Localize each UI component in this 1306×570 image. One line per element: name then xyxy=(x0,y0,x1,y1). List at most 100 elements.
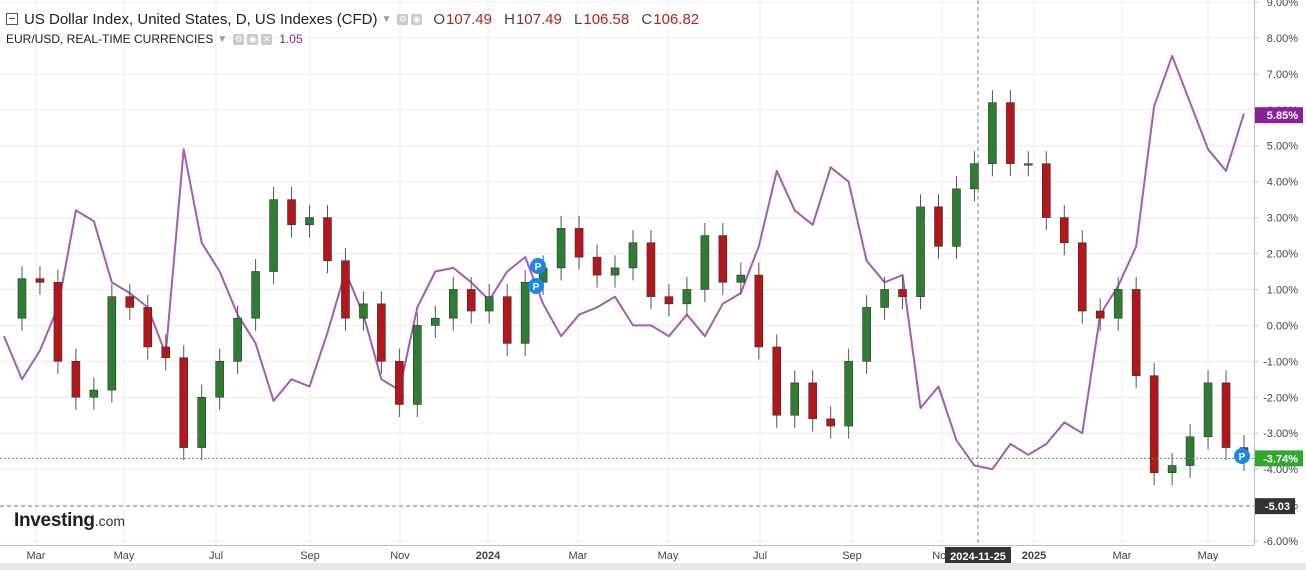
compare-series-legend: EUR/USD, REAL-TIME CURRENCIES ▼ ⚙ ◉ ✕ 1.… xyxy=(6,30,707,48)
candle-body xyxy=(1059,217,1069,244)
eurusd-last-value-badge-bg xyxy=(1255,107,1303,124)
main-series-dropdown-icon[interactable]: ▼ xyxy=(381,13,392,25)
crosshair-date-badge-bg xyxy=(945,547,1011,565)
close-label: C xyxy=(641,10,653,28)
candle-body xyxy=(790,382,800,416)
candle-body xyxy=(520,281,530,344)
candle-body xyxy=(197,396,206,448)
candle-body xyxy=(682,289,692,305)
candle-body xyxy=(53,281,63,362)
dxy-last-value-badge-bg xyxy=(1255,450,1303,467)
close-value: 106.82 xyxy=(653,10,700,28)
bottom-scrollbar[interactable] xyxy=(0,563,1306,570)
candle-body xyxy=(143,307,153,348)
y-tick-label: -3.00% xyxy=(1263,428,1298,440)
candle-body xyxy=(107,296,117,391)
x-tick-label: 2024 xyxy=(476,550,501,562)
candle-body xyxy=(71,361,81,398)
visibility-icon[interactable]: ◉ xyxy=(411,13,423,25)
candle-body xyxy=(466,289,476,312)
compare-series-dropdown-icon[interactable]: ▼ xyxy=(217,33,228,45)
candle-body xyxy=(898,289,907,297)
x-tick-label: Nov xyxy=(390,550,410,562)
low-value: 106.58 xyxy=(583,10,630,28)
candle-body xyxy=(35,278,45,283)
y-tick-label: 1.00% xyxy=(1267,284,1298,296)
candle-body xyxy=(808,382,817,420)
candle-body xyxy=(484,296,494,312)
candle-body xyxy=(916,206,925,297)
p-marker-label: P xyxy=(535,262,542,273)
close-icon[interactable]: ✕ xyxy=(261,33,273,45)
candle-body xyxy=(880,289,889,308)
candle-body xyxy=(1024,163,1033,166)
eurusd-last-value-badge: 5.85% xyxy=(1267,110,1298,122)
candle-body xyxy=(17,278,27,319)
candle-body xyxy=(844,361,853,427)
candle-body xyxy=(736,274,746,283)
candle-body xyxy=(1203,382,1213,438)
x-tick-label: Sep xyxy=(842,550,862,562)
main-series-title: US Dollar Index, United States, D, US In… xyxy=(24,10,378,28)
x-tick-label: Mar xyxy=(27,550,46,562)
candle-body xyxy=(1042,163,1051,218)
candle-body xyxy=(718,235,728,283)
p-marker xyxy=(1234,448,1250,464)
candle-body xyxy=(269,199,278,272)
candle-body xyxy=(934,206,943,247)
candle-body xyxy=(1185,436,1195,466)
candle-body xyxy=(89,389,99,398)
candle-body xyxy=(862,307,871,362)
p-marker xyxy=(530,258,546,274)
candle-body xyxy=(125,296,135,308)
p-marker xyxy=(528,278,544,294)
x-tick-label: Sep xyxy=(300,550,320,562)
y-tick-label: 9.00% xyxy=(1267,0,1298,9)
candle-body xyxy=(341,260,350,319)
candle-body xyxy=(1131,289,1141,377)
crosshair-value-badge-bg xyxy=(1255,498,1295,515)
candle-body xyxy=(1167,465,1177,474)
eurusd-line xyxy=(3,54,1245,471)
settings-icon[interactable]: ⚙ xyxy=(397,13,409,25)
y-tick-label: -4.00% xyxy=(1263,464,1298,476)
candle-body xyxy=(1077,242,1087,312)
x-tick-label: May xyxy=(1198,550,1219,562)
collapse-legend-icon[interactable] xyxy=(6,13,18,25)
candle-body xyxy=(431,317,440,326)
settings-icon[interactable]: ⚙ xyxy=(233,33,245,45)
y-tick-label: 7.00% xyxy=(1267,69,1298,81)
y-tick-label: -1.00% xyxy=(1263,356,1298,368)
candle-body xyxy=(251,271,260,319)
compare-series-title: EUR/USD, REAL-TIME CURRENCIES xyxy=(6,32,214,46)
candle-body xyxy=(592,256,602,276)
high-label: H xyxy=(504,10,515,28)
crosshair-date-badge: 2024-11-25 xyxy=(950,551,1006,563)
candle-body xyxy=(502,296,512,344)
candle-body xyxy=(1113,289,1123,319)
candle-body xyxy=(646,242,656,297)
candle-body xyxy=(700,235,710,290)
chart-legend: US Dollar Index, United States, D, US In… xyxy=(6,8,707,48)
candle-body xyxy=(556,228,566,269)
high-value: 107.49 xyxy=(515,10,562,28)
brand-name: Investing xyxy=(14,510,95,531)
x-tick-label: May xyxy=(114,550,135,562)
candle-body xyxy=(574,228,584,258)
y-tick-label: 4.00% xyxy=(1267,177,1298,189)
open-label: O xyxy=(433,10,446,28)
x-tick-label: Jul xyxy=(209,550,223,562)
candle-body xyxy=(377,303,386,362)
candle-body xyxy=(970,163,979,190)
candle-body xyxy=(448,289,458,319)
y-tick-label: -2.00% xyxy=(1263,392,1298,404)
visibility-icon[interactable]: ◉ xyxy=(247,33,259,45)
candle-body xyxy=(1149,375,1159,474)
open-value: 107.49 xyxy=(446,10,492,28)
x-tick-label: Mar xyxy=(1113,550,1132,562)
candle-body xyxy=(826,418,835,427)
candle-body xyxy=(1095,310,1105,319)
candle-body xyxy=(305,217,314,226)
